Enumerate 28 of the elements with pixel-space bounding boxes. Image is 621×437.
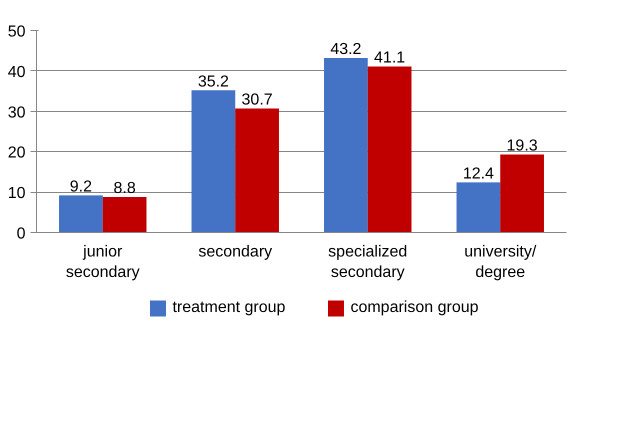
- data-label: 19.3: [506, 138, 538, 155]
- data-label: 8.8: [113, 180, 136, 197]
- y-tick-label: 10: [8, 185, 26, 202]
- bar: [456, 182, 500, 232]
- bar: [102, 196, 146, 232]
- data-label: 35.2: [198, 73, 230, 90]
- data-label: 12.4: [462, 165, 494, 182]
- y-tick-label: 20: [8, 144, 26, 162]
- bar: [59, 195, 103, 232]
- x-tick-label: junior secondary: [66, 244, 140, 281]
- bar: [500, 154, 544, 232]
- data-label: 30.7: [242, 91, 273, 108]
- x-tick-label: specialized secondary: [328, 244, 408, 281]
- legend-label: comparison group: [350, 299, 479, 317]
- bar: [368, 66, 412, 232]
- data-label: 43.2: [330, 40, 362, 58]
- y-tick-label: 40: [8, 64, 26, 81]
- y-tick-label: 0: [16, 226, 26, 242]
- x-tick-label: secondary: [198, 244, 272, 260]
- legend-label: treatment group: [172, 299, 286, 317]
- bar: [324, 58, 368, 232]
- y-tick-label: 30: [8, 104, 26, 122]
- data-label: 41.1: [374, 49, 406, 66]
- bar: [235, 108, 279, 232]
- data-label: 9.2: [70, 178, 92, 196]
- bar: [192, 90, 236, 232]
- x-tick-label: university/ degree: [464, 244, 537, 281]
- y-tick-label: 50: [8, 24, 26, 40]
